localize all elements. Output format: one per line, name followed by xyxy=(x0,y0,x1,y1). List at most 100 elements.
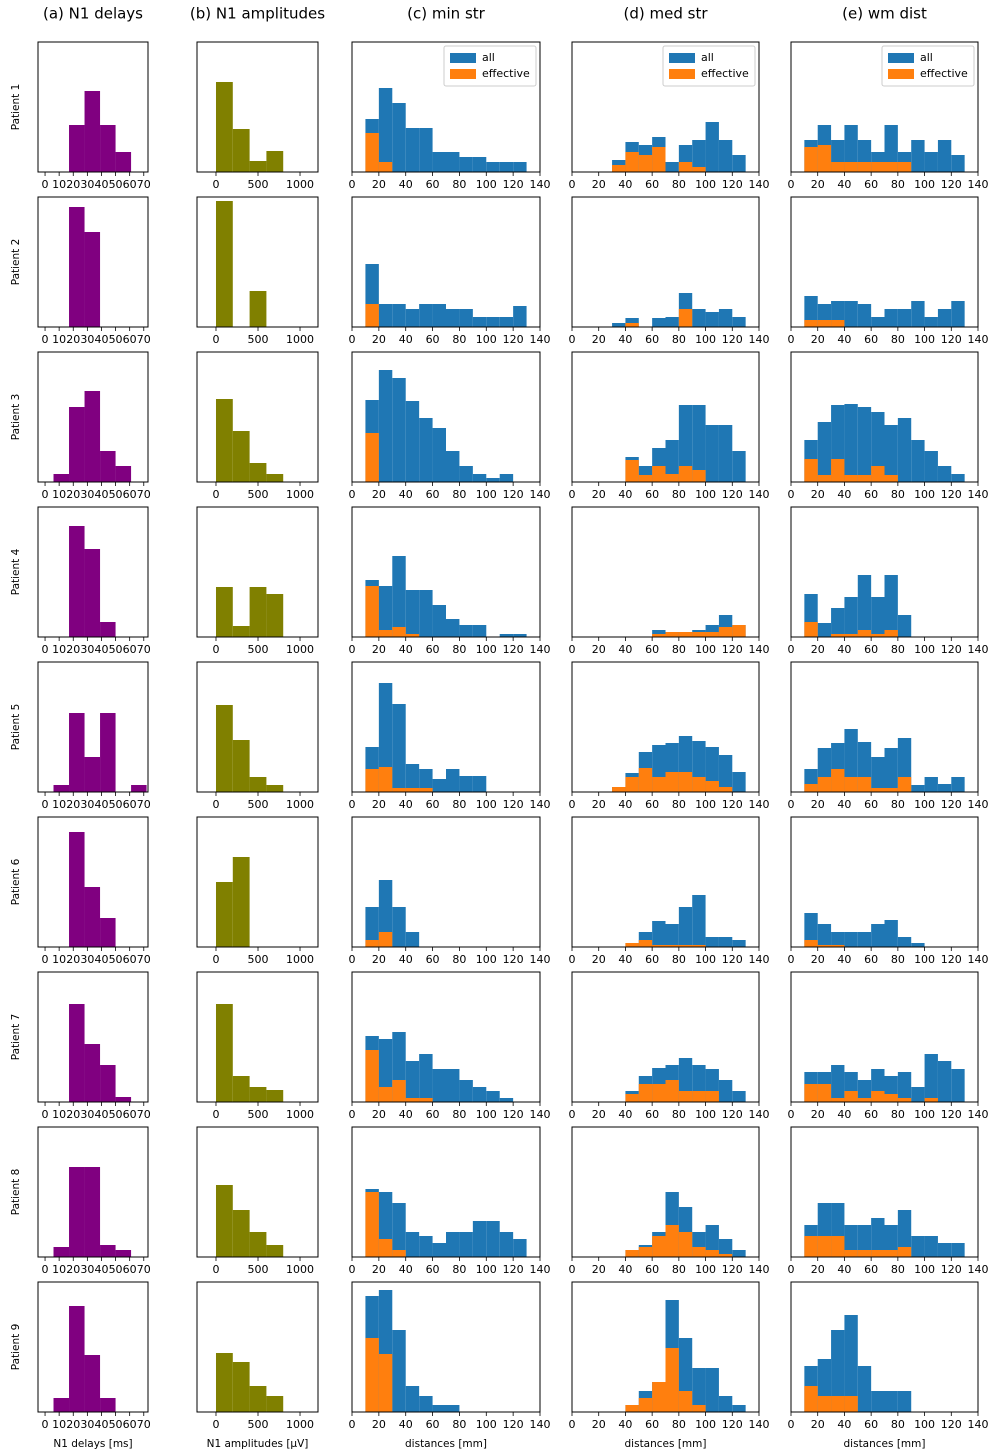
axes-frame xyxy=(37,351,149,483)
x-tick-label: 40 xyxy=(399,1263,413,1276)
legend-swatch xyxy=(450,53,476,63)
x-tick-label: 120 xyxy=(722,1263,743,1276)
bar xyxy=(378,1039,393,1102)
bar xyxy=(472,157,487,172)
bar xyxy=(844,777,858,792)
x-tick-label: 80 xyxy=(672,1418,686,1431)
bar xyxy=(365,1338,379,1412)
bar xyxy=(652,634,666,637)
x-tick-label: 60 xyxy=(123,488,137,501)
axes-frame xyxy=(351,661,541,793)
x-tick-label: 1000 xyxy=(286,953,314,966)
x-tick-label: 50 xyxy=(109,1263,123,1276)
bar xyxy=(911,440,925,482)
x-tick-label: 140 xyxy=(968,798,989,811)
bar xyxy=(405,1232,420,1257)
x-tick-label: 120 xyxy=(941,1108,962,1121)
bar xyxy=(884,162,898,172)
bar xyxy=(678,1232,693,1257)
x-tick-label: 80 xyxy=(452,1418,466,1431)
bar xyxy=(844,1315,858,1412)
x-tick-label: 100 xyxy=(695,1108,716,1121)
x-tick-label: 40 xyxy=(399,798,413,811)
bar xyxy=(831,1330,845,1412)
bar xyxy=(405,764,420,792)
axes-frame xyxy=(37,506,149,638)
bar xyxy=(638,768,653,792)
bar xyxy=(405,401,420,482)
x-tick-label: 20 xyxy=(592,1263,606,1276)
bar xyxy=(84,91,101,172)
column-title: (d) med str xyxy=(624,5,709,23)
x-tick-label: 60 xyxy=(426,1263,440,1276)
bar xyxy=(718,937,733,947)
bar xyxy=(831,162,845,172)
bar xyxy=(115,152,132,172)
bar xyxy=(732,1250,746,1257)
axes-frame xyxy=(37,971,149,1103)
x-tick-label: 100 xyxy=(695,798,716,811)
bar xyxy=(131,785,147,792)
x-tick-label: 120 xyxy=(722,488,743,501)
x-tick-label: 50 xyxy=(109,1108,123,1121)
x-tick-label: 120 xyxy=(722,1108,743,1121)
bar xyxy=(897,309,912,327)
x-tick-label: 20 xyxy=(372,178,386,191)
bar xyxy=(718,425,733,482)
x-tick-label: 80 xyxy=(452,178,466,191)
bar xyxy=(692,1405,706,1412)
bar xyxy=(692,1247,706,1257)
bar xyxy=(499,474,514,482)
bar xyxy=(392,1250,406,1257)
x-tick-label: 100 xyxy=(914,643,935,656)
x-tick-label: 10 xyxy=(52,953,66,966)
axes-frame xyxy=(790,506,979,638)
x-tick-label: 20 xyxy=(66,798,80,811)
legend-swatch xyxy=(450,69,476,79)
bar xyxy=(405,128,420,172)
x-tick-label: 60 xyxy=(123,953,137,966)
x-tick-label: 20 xyxy=(66,643,80,656)
x-tick-label: 0 xyxy=(42,1418,49,1431)
bar xyxy=(732,317,746,327)
x-tick-label: 140 xyxy=(530,1418,551,1431)
x-tick-label: 30 xyxy=(80,333,94,346)
bar xyxy=(53,785,70,792)
bar xyxy=(472,1221,487,1257)
x-tick-label: 0 xyxy=(788,798,795,811)
bar xyxy=(804,940,818,947)
x-tick-label: 20 xyxy=(592,333,606,346)
x-tick-label: 120 xyxy=(941,1263,962,1276)
x-tick-label: 20 xyxy=(372,488,386,501)
bar xyxy=(405,1098,420,1102)
bar xyxy=(232,1076,250,1102)
x-tick-label: 60 xyxy=(864,333,878,346)
x-tick-label: 140 xyxy=(968,643,989,656)
bar xyxy=(53,1247,70,1257)
x-tick-label: 40 xyxy=(837,953,851,966)
x-tick-label: 80 xyxy=(891,488,905,501)
bar xyxy=(215,705,233,792)
x-tick-label: 40 xyxy=(837,643,851,656)
bar xyxy=(392,788,406,792)
bar xyxy=(844,1225,858,1257)
bar xyxy=(831,1236,845,1257)
axes-frame xyxy=(790,1281,979,1413)
x-tick-label: 500 xyxy=(248,1108,269,1121)
bar xyxy=(732,1405,746,1412)
bar xyxy=(692,777,706,792)
bar xyxy=(817,145,832,172)
x-tick-label: 10 xyxy=(52,798,66,811)
x-tick-label: 30 xyxy=(80,643,94,656)
bar xyxy=(705,1368,719,1412)
x-axis-label: N1 amplitudes [µV] xyxy=(207,1438,309,1450)
x-tick-label: 60 xyxy=(426,333,440,346)
bar xyxy=(884,425,898,482)
x-tick-label: 40 xyxy=(399,1108,413,1121)
bar xyxy=(365,1192,379,1257)
x-tick-label: 60 xyxy=(864,178,878,191)
x-tick-label: 140 xyxy=(530,488,551,501)
x-tick-label: 0 xyxy=(349,643,356,656)
axes-frame xyxy=(196,816,319,948)
axes-frame xyxy=(196,971,319,1103)
